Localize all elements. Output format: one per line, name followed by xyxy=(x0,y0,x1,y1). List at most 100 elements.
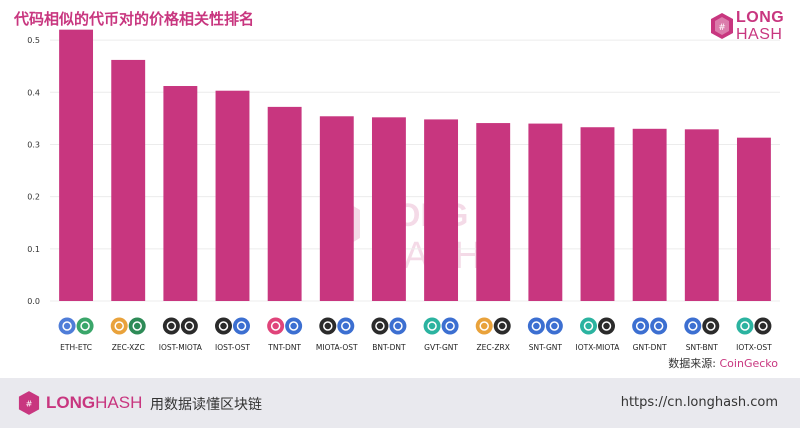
x-tick-label: SNT-BNT xyxy=(686,343,718,352)
bar xyxy=(59,29,94,302)
token-icon xyxy=(128,317,146,335)
y-tick-label: 0.0 xyxy=(27,297,40,306)
chart-title: 代码相似的代币对的价格相关性排名 xyxy=(14,10,255,28)
token-icon xyxy=(580,317,597,335)
x-tick-label: IOST-OST xyxy=(215,343,250,352)
token-icon-glyph xyxy=(479,321,489,331)
token-icon-glyph xyxy=(218,321,229,331)
bar xyxy=(267,106,302,301)
token-icon xyxy=(702,317,720,335)
token-icon xyxy=(58,317,76,335)
bar xyxy=(424,119,459,301)
token-icon-glyph xyxy=(583,321,594,331)
token-icon xyxy=(371,317,389,335)
footer-brand: LONGHASH xyxy=(46,393,143,412)
token-icon-glyph xyxy=(184,321,195,331)
token-icon xyxy=(389,317,407,335)
token-icon-glyph xyxy=(393,321,403,331)
source-label: 数据来源: xyxy=(668,357,716,370)
longhash-logo-icon: # xyxy=(711,13,733,39)
token-icon-glyph xyxy=(341,321,351,331)
token-icon-glyph xyxy=(706,321,716,331)
y-tick-label: 0.5 xyxy=(27,36,40,45)
token-icon-glyph xyxy=(688,321,698,331)
y-tick-label: 0.3 xyxy=(27,140,40,149)
token-icon-glyph xyxy=(132,321,142,331)
token-icon-glyph xyxy=(427,321,437,331)
x-tick-label: TNT-DNT xyxy=(267,343,301,352)
x-tick-label: GVT-GNT xyxy=(424,343,458,352)
bar xyxy=(684,129,719,301)
token-icon-glyph xyxy=(635,321,646,331)
bar xyxy=(528,123,563,301)
token-icon xyxy=(337,317,355,335)
token-icon xyxy=(180,317,198,335)
token-icon-glyph xyxy=(740,321,750,331)
x-tick-label: ETH-ETC xyxy=(60,343,92,352)
token-icon-glyph xyxy=(80,321,90,331)
logo-word-hash: HASH xyxy=(736,26,783,43)
x-tick-label: ZEC-XZC xyxy=(112,343,145,352)
source-value[interactable]: CoinGecko xyxy=(719,357,779,370)
token-icon-glyph xyxy=(62,321,72,331)
footer-logo-icon: # xyxy=(18,391,40,415)
bar xyxy=(736,137,771,301)
token-icon xyxy=(423,317,441,335)
token-icon-glyph xyxy=(270,321,281,331)
token-icon xyxy=(736,317,754,335)
token-icon xyxy=(233,317,250,335)
bar xyxy=(215,90,250,301)
token-icon xyxy=(650,317,668,335)
token-icon xyxy=(267,317,285,335)
token-icon xyxy=(527,317,545,335)
token-icon xyxy=(441,317,459,335)
svg-text:#: # xyxy=(26,399,33,409)
token-icon-glyph xyxy=(497,321,507,331)
y-tick-label: 0.1 xyxy=(27,245,40,254)
bar xyxy=(371,117,406,301)
token-icon xyxy=(215,317,232,335)
data-source: 数据来源: CoinGecko xyxy=(668,355,778,371)
bar xyxy=(319,116,354,301)
x-tick-label: BNT-DNT xyxy=(372,343,406,352)
bar-chart: 0.0 0.1 0.2 0.3 0.4 0.5 ETH-ETC ZEC-XZC IOST-MIO… xyxy=(27,29,780,352)
token-icon xyxy=(162,317,180,335)
y-tick-label: 0.4 xyxy=(27,88,40,97)
token-icon xyxy=(754,317,772,335)
token-icon-glyph xyxy=(531,321,542,331)
token-icon-glyph xyxy=(236,321,247,331)
footer-bar: # LONGHASH 用数据读懂区块链 https://cn.longhash.… xyxy=(0,378,800,428)
token-icon-glyph xyxy=(601,321,612,331)
token-icon-glyph xyxy=(758,321,768,331)
token-icon xyxy=(285,317,303,335)
token-icon-glyph xyxy=(549,321,560,331)
bar xyxy=(111,59,146,301)
token-icon xyxy=(545,317,563,335)
bar xyxy=(580,127,615,301)
token-icon xyxy=(598,317,615,335)
x-tick-label: IOTX-MIOTA xyxy=(576,343,621,352)
token-icon-glyph xyxy=(166,321,177,331)
svg-text:#: # xyxy=(718,23,726,33)
token-icon xyxy=(110,317,128,335)
bar xyxy=(163,86,198,301)
token-icon-glyph xyxy=(288,321,299,331)
bar xyxy=(632,128,667,301)
footer-slogan: 用数据读懂区块链 xyxy=(150,397,262,413)
token-icon-glyph xyxy=(323,321,333,331)
bar xyxy=(476,123,511,301)
token-icon xyxy=(319,317,337,335)
token-icon xyxy=(76,317,94,335)
footer-url[interactable]: https://cn.longhash.com xyxy=(620,395,778,410)
token-icon xyxy=(475,317,493,335)
token-icon xyxy=(632,317,650,335)
token-icon-glyph xyxy=(445,321,455,331)
x-tick-label: MIOTA-OST xyxy=(316,343,358,352)
token-icon-glyph xyxy=(653,321,664,331)
token-icon xyxy=(684,317,702,335)
longhash-logo: # LONG HASH xyxy=(710,8,784,48)
x-tick-label: GNT-DNT xyxy=(633,343,667,352)
y-tick-label: 0.2 xyxy=(27,193,40,202)
token-icon xyxy=(493,317,511,335)
logo-word-long: LONG xyxy=(736,9,785,26)
